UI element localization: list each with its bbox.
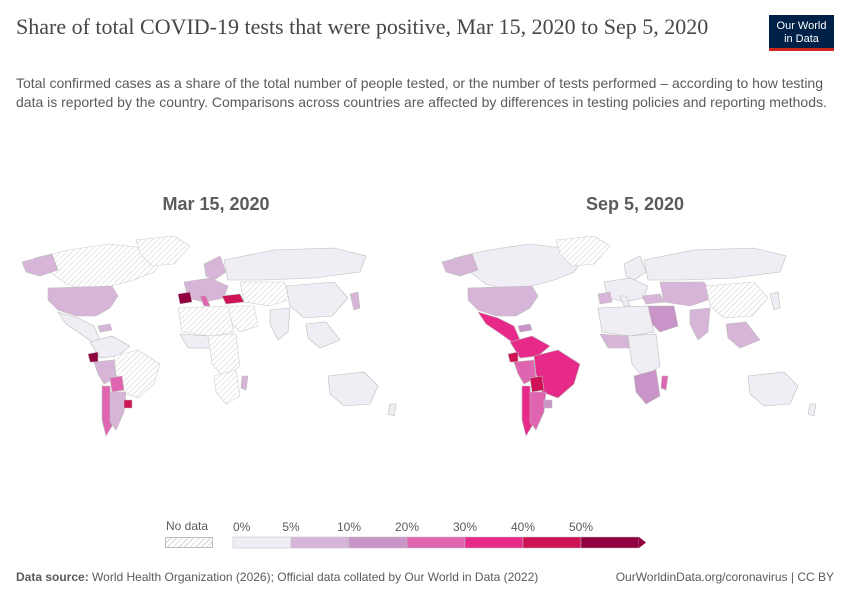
region-greenland[interactable] — [135, 236, 191, 267]
region-alaska[interactable] — [21, 253, 59, 277]
region-argentina[interactable] — [529, 391, 547, 431]
region-alaska[interactable] — [441, 253, 479, 277]
legend-bin-5[interactable] — [522, 536, 582, 549]
source-text: World Health Organization (2026); Offici… — [92, 570, 539, 584]
region-japan-korea[interactable] — [349, 291, 361, 311]
region-india[interactable] — [689, 307, 711, 341]
region-central-asia[interactable] — [659, 281, 715, 307]
region-southern-africa[interactable] — [633, 369, 661, 405]
region-turkey[interactable] — [641, 293, 665, 305]
right-map-title: Sep 5, 2020 — [585, 194, 685, 214]
region-bolivia[interactable] — [109, 375, 125, 393]
region-caribbean[interactable] — [97, 323, 113, 333]
logo-line-2: in Data — [784, 33, 819, 45]
legend-tick-label: 0% — [233, 520, 251, 534]
world-map-sep-5[interactable] — [434, 236, 838, 446]
legend-bin-6[interactable] — [580, 536, 640, 549]
region-china[interactable] — [285, 281, 349, 319]
region-spain[interactable] — [597, 291, 613, 305]
region-chile[interactable] — [521, 385, 533, 437]
region-greenland[interactable] — [555, 236, 611, 267]
footer-url[interactable]: OurWorldinData.org/coronavirus | CC BY — [615, 570, 834, 584]
left-map-title: Mar 15, 2020 — [162, 194, 270, 214]
region-australia[interactable] — [327, 371, 379, 407]
region-scandinavia[interactable] — [623, 255, 647, 281]
legend-bin-3[interactable] — [406, 536, 466, 549]
region-spain[interactable] — [177, 291, 193, 305]
region-ecuador[interactable] — [87, 351, 99, 363]
region-argentina[interactable] — [109, 391, 127, 431]
region-usa[interactable] — [467, 285, 539, 317]
region-italy[interactable] — [199, 295, 211, 307]
region-australia[interactable] — [747, 371, 799, 407]
region-russia[interactable] — [643, 247, 787, 281]
region-chile[interactable] — [101, 385, 113, 437]
region-paraguay-uruguay[interactable] — [543, 399, 553, 409]
region-southeast-asia[interactable] — [305, 321, 341, 349]
legend-tick-label: 40% — [511, 520, 535, 534]
legend-scale[interactable]: 0% 5% 10% 20% 30% 40% 50% — [220, 515, 650, 555]
region-canada[interactable] — [33, 243, 165, 291]
region-colombia-venezuela[interactable] — [509, 335, 551, 359]
region-new-zealand[interactable] — [387, 403, 397, 417]
region-ecuador[interactable] — [507, 351, 519, 363]
chart-title: Share of total COVID-19 tests that were … — [16, 14, 709, 39]
region-paraguay-uruguay[interactable] — [123, 399, 133, 409]
legend-tick-label: 30% — [453, 520, 477, 534]
region-scandinavia[interactable] — [203, 255, 227, 281]
color-legend: No data 0% 5% 10% 20% 30% 40% 50% — [0, 515, 850, 555]
region-turkey[interactable] — [221, 293, 245, 305]
legend-tick-label: 10% — [337, 520, 361, 534]
legend-tick-label: 5% — [282, 520, 300, 534]
footer: Data source: World Health Organization (… — [16, 570, 834, 584]
region-southeast-asia[interactable] — [725, 321, 761, 349]
region-new-zealand[interactable] — [807, 403, 817, 417]
region-russia[interactable] — [223, 247, 367, 281]
region-mexico-central-america[interactable] — [57, 311, 101, 343]
region-north-africa[interactable] — [597, 305, 655, 337]
legend-arrow-icon — [639, 537, 646, 548]
owid-logo[interactable]: Our World in Data — [769, 15, 834, 51]
legend-bin-2[interactable] — [348, 536, 408, 549]
legend-bin-4[interactable] — [464, 536, 524, 549]
region-madagascar[interactable] — [240, 375, 249, 391]
region-caribbean[interactable] — [517, 323, 533, 333]
world-map-mar-15[interactable] — [14, 236, 418, 446]
region-bolivia[interactable] — [529, 375, 545, 393]
source-label: Data source: — [16, 570, 89, 584]
region-india[interactable] — [269, 307, 291, 341]
region-mexico-central-america[interactable] — [477, 311, 521, 343]
legend-tick-label: 50% — [569, 520, 593, 534]
legend-tick-label: 20% — [395, 520, 419, 534]
legend-no-data-label: No data — [166, 519, 209, 533]
region-north-africa[interactable] — [177, 305, 235, 337]
region-japan-korea[interactable] — [769, 291, 781, 311]
region-usa[interactable] — [47, 285, 119, 317]
region-west-africa[interactable] — [599, 333, 631, 349]
region-italy[interactable] — [619, 295, 631, 307]
chart-subtitle: Total confirmed cases as a share of the … — [16, 75, 827, 110]
region-madagascar[interactable] — [660, 375, 669, 391]
legend-bin-1[interactable] — [290, 536, 350, 549]
region-central-asia[interactable] — [239, 281, 295, 307]
region-colombia-venezuela[interactable] — [89, 335, 131, 359]
legend-no-data-swatch[interactable] — [165, 537, 213, 548]
legend-bin-0[interactable] — [232, 536, 292, 549]
region-west-africa[interactable] — [179, 333, 211, 349]
region-southern-africa[interactable] — [213, 369, 241, 405]
region-china[interactable] — [705, 281, 769, 319]
region-canada[interactable] — [453, 243, 585, 291]
logo-line-1: Our World — [776, 20, 827, 32]
